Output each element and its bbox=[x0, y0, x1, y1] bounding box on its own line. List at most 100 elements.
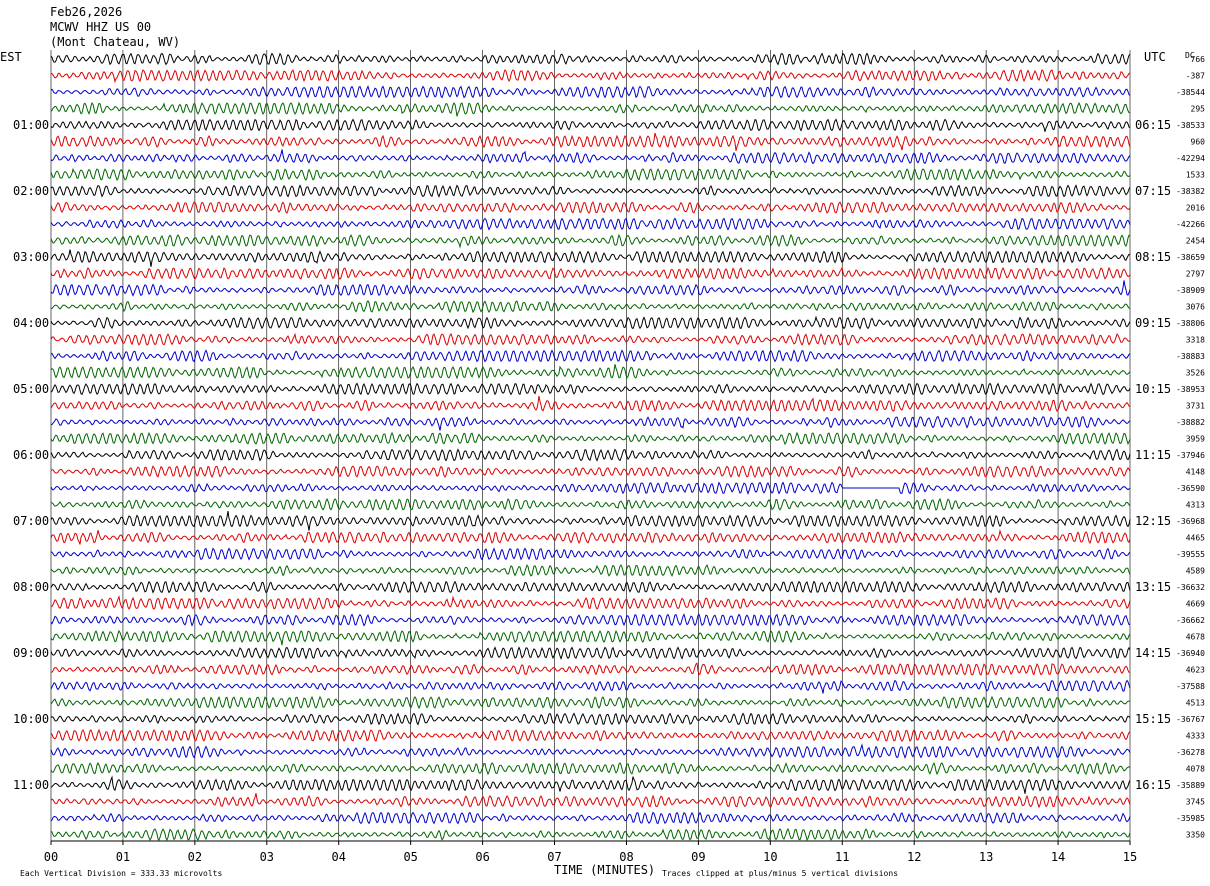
utc-hour-label: 08:15 bbox=[1135, 250, 1171, 264]
trace-line bbox=[50, 481, 1131, 495]
header-date: Feb26,2026 bbox=[50, 5, 122, 19]
minute-gridlines bbox=[50, 50, 1131, 842]
trace-line bbox=[50, 761, 1131, 776]
trace-line bbox=[50, 395, 1131, 413]
dc-offset-label: 1533 bbox=[1186, 171, 1205, 180]
trace-line bbox=[50, 167, 1131, 182]
dc-offset-label: -35985 bbox=[1176, 814, 1205, 823]
trace-line bbox=[50, 217, 1131, 231]
x-tick-label: 00 bbox=[44, 850, 58, 864]
header-location: (Mont Chateau, WV) bbox=[50, 35, 180, 49]
trace-line bbox=[50, 662, 1130, 677]
est-hour-label: 02:00 bbox=[13, 184, 49, 198]
trace-line bbox=[50, 613, 1131, 627]
trace-line bbox=[50, 679, 1131, 694]
dc-offset-labels: 766 -387 -38544 295 -38533 960 -42294 1533 -3838… bbox=[1176, 55, 1205, 840]
utc-hour-label: 12:15 bbox=[1135, 514, 1171, 528]
est-hour-label: 11:00 bbox=[13, 778, 49, 792]
est-hour-label: 07:00 bbox=[13, 514, 49, 528]
trace-line bbox=[50, 382, 1131, 396]
x-tick-labels: 00 01 02 03 04 05 06 07 08 09 10 11 12 13 14 15 bbox=[44, 841, 1137, 864]
utc-hour-label: 15:15 bbox=[1135, 712, 1171, 726]
x-tick-label: 11 bbox=[835, 850, 849, 864]
utc-hour-label: 11:15 bbox=[1135, 448, 1171, 462]
x-tick-label: 03 bbox=[260, 850, 274, 864]
dc-offset-label: 4669 bbox=[1186, 600, 1205, 609]
dc-label: DC bbox=[1185, 51, 1195, 60]
trace-line bbox=[50, 69, 1131, 84]
est-hour-label: 05:00 bbox=[13, 382, 49, 396]
dc-offset-label: 295 bbox=[1191, 105, 1206, 114]
x-tick-label: 14 bbox=[1051, 850, 1065, 864]
dc-offset-label: 4589 bbox=[1186, 567, 1205, 576]
dc-offset-label: 2454 bbox=[1186, 237, 1205, 246]
x-tick-label: 08 bbox=[619, 850, 633, 864]
dc-offset-label: -38533 bbox=[1176, 121, 1205, 130]
trace-line bbox=[50, 315, 1131, 330]
dc-offset-label: -36767 bbox=[1176, 715, 1205, 724]
dc-offset-label: 3350 bbox=[1186, 831, 1205, 840]
x-tick-label: 02 bbox=[188, 850, 202, 864]
dc-offset-label: -38806 bbox=[1176, 319, 1205, 328]
x-tick-label: 01 bbox=[116, 850, 130, 864]
trace-line bbox=[50, 280, 1131, 297]
est-hour-label: 06:00 bbox=[13, 448, 49, 462]
x-tick-label: 12 bbox=[907, 850, 921, 864]
trace-line bbox=[50, 415, 1131, 431]
trace-line bbox=[50, 85, 1131, 99]
trace-line bbox=[50, 775, 1131, 794]
trace-line bbox=[50, 464, 1131, 479]
dc-offset-label: 2016 bbox=[1186, 204, 1205, 213]
dc-offset-label: 766 bbox=[1191, 55, 1206, 64]
dc-offset-label: -36590 bbox=[1176, 484, 1205, 493]
dc-offset-label: 2797 bbox=[1186, 270, 1205, 279]
dc-offset-label: -35889 bbox=[1176, 781, 1205, 790]
trace-line bbox=[50, 184, 1131, 198]
dc-offset-label: 3526 bbox=[1186, 369, 1205, 378]
dc-offset-label: -38953 bbox=[1176, 385, 1205, 394]
trace-line bbox=[50, 827, 1131, 842]
dc-offset-label: -38544 bbox=[1176, 88, 1205, 97]
dc-offset-label: -38882 bbox=[1176, 418, 1205, 427]
trace-line bbox=[50, 201, 1131, 214]
dc-offset-label: -38883 bbox=[1176, 352, 1205, 361]
dc-offset-label: 4678 bbox=[1186, 633, 1205, 642]
trace-line bbox=[50, 332, 1131, 346]
utc-axis-label: UTC bbox=[1144, 50, 1166, 64]
trace-line bbox=[50, 580, 1131, 594]
dc-offset-label: 3076 bbox=[1186, 303, 1205, 312]
trace-line bbox=[50, 233, 1131, 249]
utc-hour-label: 09:15 bbox=[1135, 316, 1171, 330]
trace-line bbox=[50, 811, 1131, 825]
dc-offset-label: 3731 bbox=[1186, 402, 1205, 411]
est-hour-label: 04:00 bbox=[13, 316, 49, 330]
dc-offset-label: 4078 bbox=[1186, 765, 1205, 774]
est-axis-label: EST bbox=[0, 50, 22, 64]
dc-offset-label: 4513 bbox=[1186, 699, 1205, 708]
trace-line bbox=[50, 646, 1131, 660]
x-tick-label: 15 bbox=[1123, 850, 1137, 864]
dc-offset-label: -387 bbox=[1186, 72, 1205, 81]
dc-offset-label: -39555 bbox=[1176, 550, 1205, 559]
dc-offset-label: 4313 bbox=[1186, 501, 1205, 510]
dc-offset-label: 960 bbox=[1191, 138, 1206, 147]
utc-hour-label: 06:15 bbox=[1135, 118, 1171, 132]
x-tick-label: 07 bbox=[547, 850, 561, 864]
dc-offset-label: -36632 bbox=[1176, 583, 1205, 592]
clip-note: Traces clipped at plus/minus 5 vertical … bbox=[662, 869, 898, 878]
dc-offset-label: -37946 bbox=[1176, 451, 1205, 460]
dc-offset-label: -42294 bbox=[1176, 154, 1205, 163]
dc-offset-label: -37588 bbox=[1176, 682, 1205, 691]
trace-line bbox=[50, 695, 1130, 710]
est-hour-label: 10:00 bbox=[13, 712, 49, 726]
utc-hour-label: 16:15 bbox=[1135, 778, 1171, 792]
dc-offset-label: 4148 bbox=[1186, 468, 1205, 477]
trace-line bbox=[50, 629, 1131, 646]
trace-line bbox=[50, 564, 1131, 577]
dc-offset-label: 4333 bbox=[1186, 732, 1205, 741]
trace-line bbox=[50, 300, 1131, 314]
trace-line bbox=[50, 431, 1131, 446]
trace-line bbox=[50, 118, 1131, 132]
trace-line bbox=[50, 249, 1131, 267]
